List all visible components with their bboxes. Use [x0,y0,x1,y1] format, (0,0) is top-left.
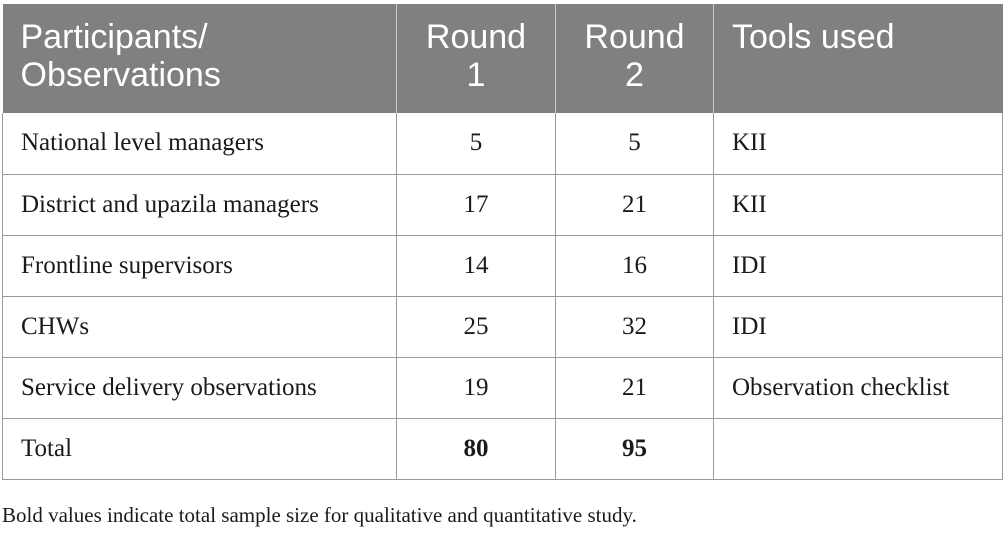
cell-round-1-total: 80 [396,417,556,480]
header-participants: Participants/ Observations [2,4,397,113]
cell-round-1: 14 [396,234,556,297]
table-row: Frontline supervisors 14 16 IDI [2,234,1003,297]
cell-tool: IDI [713,234,1003,297]
cell-round-1: 25 [396,295,556,358]
header-round-2: Round 2 [555,4,714,113]
cell-tool: KII [713,173,1003,236]
cell-round-2: 32 [555,295,714,358]
header-participants-line1: Participants/ [20,18,208,56]
cell-round-1: 5 [396,113,556,175]
table-row: National level managers 5 5 KII [2,113,1003,175]
header-round-2-line2: 2 [625,56,644,94]
table-header-row: Participants/ Observations Round 1 Round… [2,4,1003,113]
header-round-1-line2: 1 [466,56,486,94]
header-tools-used: Tools used [713,4,1003,113]
data-table-container: Participants/ Observations Round 1 Round… [2,4,1003,480]
cell-tool: Observation checklist [713,356,1003,419]
cell-participant: District and upazila managers [2,173,397,236]
cell-participant: CHWs [2,295,397,358]
cell-participant: National level managers [2,113,397,175]
cell-round-2: 16 [555,234,714,297]
cell-round-2: 21 [555,356,714,419]
cell-round-1: 17 [396,173,556,236]
cell-round-2: 21 [555,173,714,236]
header-round-1: Round 1 [396,4,556,113]
cell-round-2-total: 95 [555,417,714,480]
cell-round-2: 5 [555,113,714,175]
cell-participant: Frontline supervisors [2,234,397,297]
table-row: District and upazila managers 17 21 KII [2,173,1003,236]
cell-tool: IDI [713,295,1003,358]
header-participants-line2: Observations [20,56,221,94]
cell-participant: Total [2,417,397,480]
table-row: CHWs 25 32 IDI [2,295,1003,358]
cell-participant: Service delivery observations [2,356,397,419]
cell-tool [713,417,1003,480]
table-row: Service delivery observations 19 21 Obse… [2,356,1003,419]
participants-table: Participants/ Observations Round 1 Round… [2,4,1003,480]
header-round-1-line1: Round [425,18,527,56]
table-footnote: Bold values indicate total sample size f… [2,503,637,527]
cell-tool: KII [713,113,1003,175]
cell-round-1: 19 [396,356,556,419]
table-row-total: Total 80 95 [2,417,1003,480]
header-round-2-line1: Round [584,18,685,56]
